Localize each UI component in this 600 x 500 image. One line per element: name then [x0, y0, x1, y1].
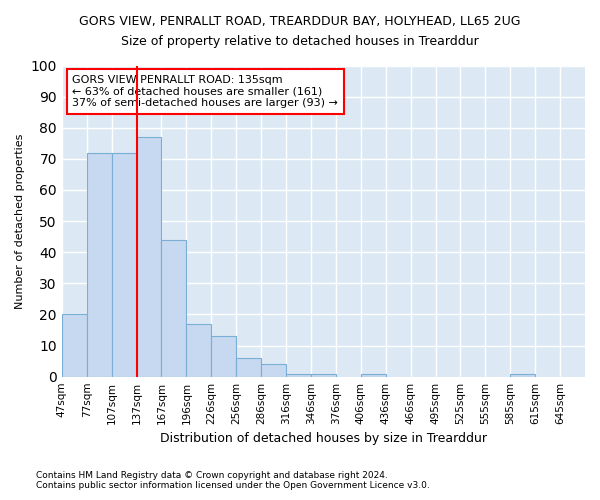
Bar: [261, 364, 286, 376]
Text: GORS VIEW PENRALLT ROAD: 135sqm
← 63% of detached houses are smaller (161)
37% o: GORS VIEW PENRALLT ROAD: 135sqm ← 63% of…: [72, 75, 338, 108]
Bar: [286, 374, 311, 376]
Y-axis label: Number of detached properties: Number of detached properties: [15, 134, 25, 309]
Bar: [510, 374, 535, 376]
Text: GORS VIEW, PENRALLT ROAD, TREARDDUR BAY, HOLYHEAD, LL65 2UG: GORS VIEW, PENRALLT ROAD, TREARDDUR BAY,…: [79, 15, 521, 28]
Bar: [62, 314, 87, 376]
Bar: [211, 336, 236, 376]
Bar: [311, 374, 336, 376]
Text: Size of property relative to detached houses in Trearddur: Size of property relative to detached ho…: [121, 35, 479, 48]
X-axis label: Distribution of detached houses by size in Trearddur: Distribution of detached houses by size …: [160, 432, 487, 445]
Bar: [187, 324, 211, 376]
Bar: [361, 374, 386, 376]
Bar: [87, 152, 112, 376]
Bar: [137, 137, 161, 376]
Bar: [161, 240, 187, 376]
Bar: [236, 358, 261, 376]
Bar: [112, 152, 137, 376]
Text: Contains HM Land Registry data © Crown copyright and database right 2024.
Contai: Contains HM Land Registry data © Crown c…: [36, 470, 430, 490]
